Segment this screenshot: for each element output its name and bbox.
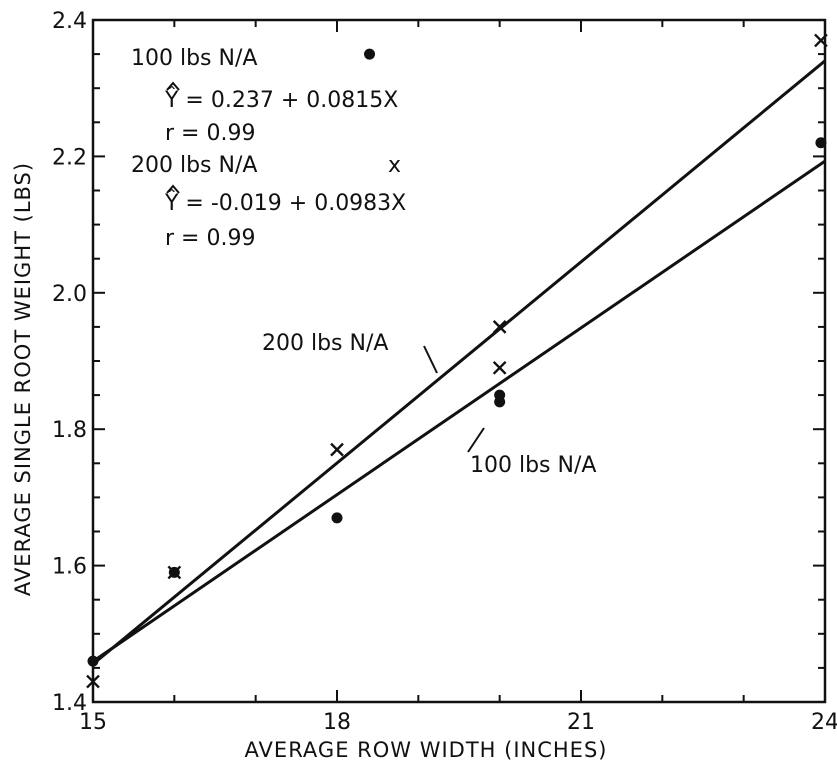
x-axis: 15 18 21 24 bbox=[79, 20, 837, 735]
point-200 bbox=[167, 565, 182, 580]
point-200 bbox=[86, 674, 100, 689]
regression-lines bbox=[92, 59, 826, 666]
point-200 bbox=[330, 442, 344, 457]
fit-line-100 bbox=[92, 159, 826, 663]
line-label-100-text: 100 lbs N/A bbox=[470, 453, 596, 478]
point-200 bbox=[492, 320, 507, 334]
legend-100-equation: Ŷ = 0.237 + 0.0815X bbox=[164, 87, 398, 113]
y-tick-label: 1.8 bbox=[52, 418, 87, 443]
y-tick-label: 1.4 bbox=[52, 691, 87, 716]
point-200 bbox=[492, 360, 507, 375]
point-100 bbox=[331, 512, 343, 524]
y-tick-label: 2.4 bbox=[52, 9, 87, 34]
legend-100-title: 100 lbs N/A bbox=[131, 46, 257, 71]
point-100 bbox=[87, 655, 99, 667]
x-tick-label: 18 bbox=[323, 710, 351, 735]
x-tick-label: 15 bbox=[79, 710, 107, 735]
x-tick-label: 24 bbox=[811, 710, 837, 735]
line-label-200: 200 lbs N/A bbox=[262, 331, 438, 374]
hat-mark bbox=[166, 184, 180, 194]
legend-annotation: 100 lbs N/A Ŷ = 0.237 + 0.0815X r = 0.99… bbox=[131, 46, 406, 251]
point-100 bbox=[494, 396, 506, 408]
y-tick-label: 1.6 bbox=[52, 555, 87, 580]
legend-200-equation: Ŷ = -0.019 + 0.0983X bbox=[164, 190, 406, 216]
y-tick-label: 2.0 bbox=[52, 282, 87, 307]
legend-100-r: r = 0.99 bbox=[165, 121, 255, 146]
x-axis-title: AVERAGE ROW WIDTH (INCHES) bbox=[245, 738, 608, 762]
line-label-200-pointer bbox=[423, 345, 438, 374]
data-points bbox=[86, 33, 828, 689]
line-label-100: 100 lbs N/A bbox=[467, 427, 596, 478]
x-tick-label: 21 bbox=[567, 710, 595, 735]
legend-200-marker: x bbox=[388, 153, 401, 178]
point-100 bbox=[364, 48, 376, 60]
y-tick-label: 2.2 bbox=[52, 145, 87, 170]
hat-mark bbox=[166, 81, 180, 91]
fit-line-200 bbox=[92, 59, 826, 666]
legend-200-r: r = 0.99 bbox=[165, 226, 255, 251]
line-label-100-pointer bbox=[467, 427, 485, 453]
y-axis: 1.4 1.6 1.8 2.0 2.2 2.4 bbox=[52, 9, 825, 716]
line-label-200-text: 200 lbs N/A bbox=[262, 331, 388, 356]
point-200 bbox=[814, 33, 828, 48]
legend-200-title: 200 lbs N/A bbox=[131, 153, 257, 178]
y-axis-title: AVERAGE SINGLE ROOT WEIGHT (LBS) bbox=[11, 162, 35, 596]
point-100 bbox=[815, 137, 827, 149]
